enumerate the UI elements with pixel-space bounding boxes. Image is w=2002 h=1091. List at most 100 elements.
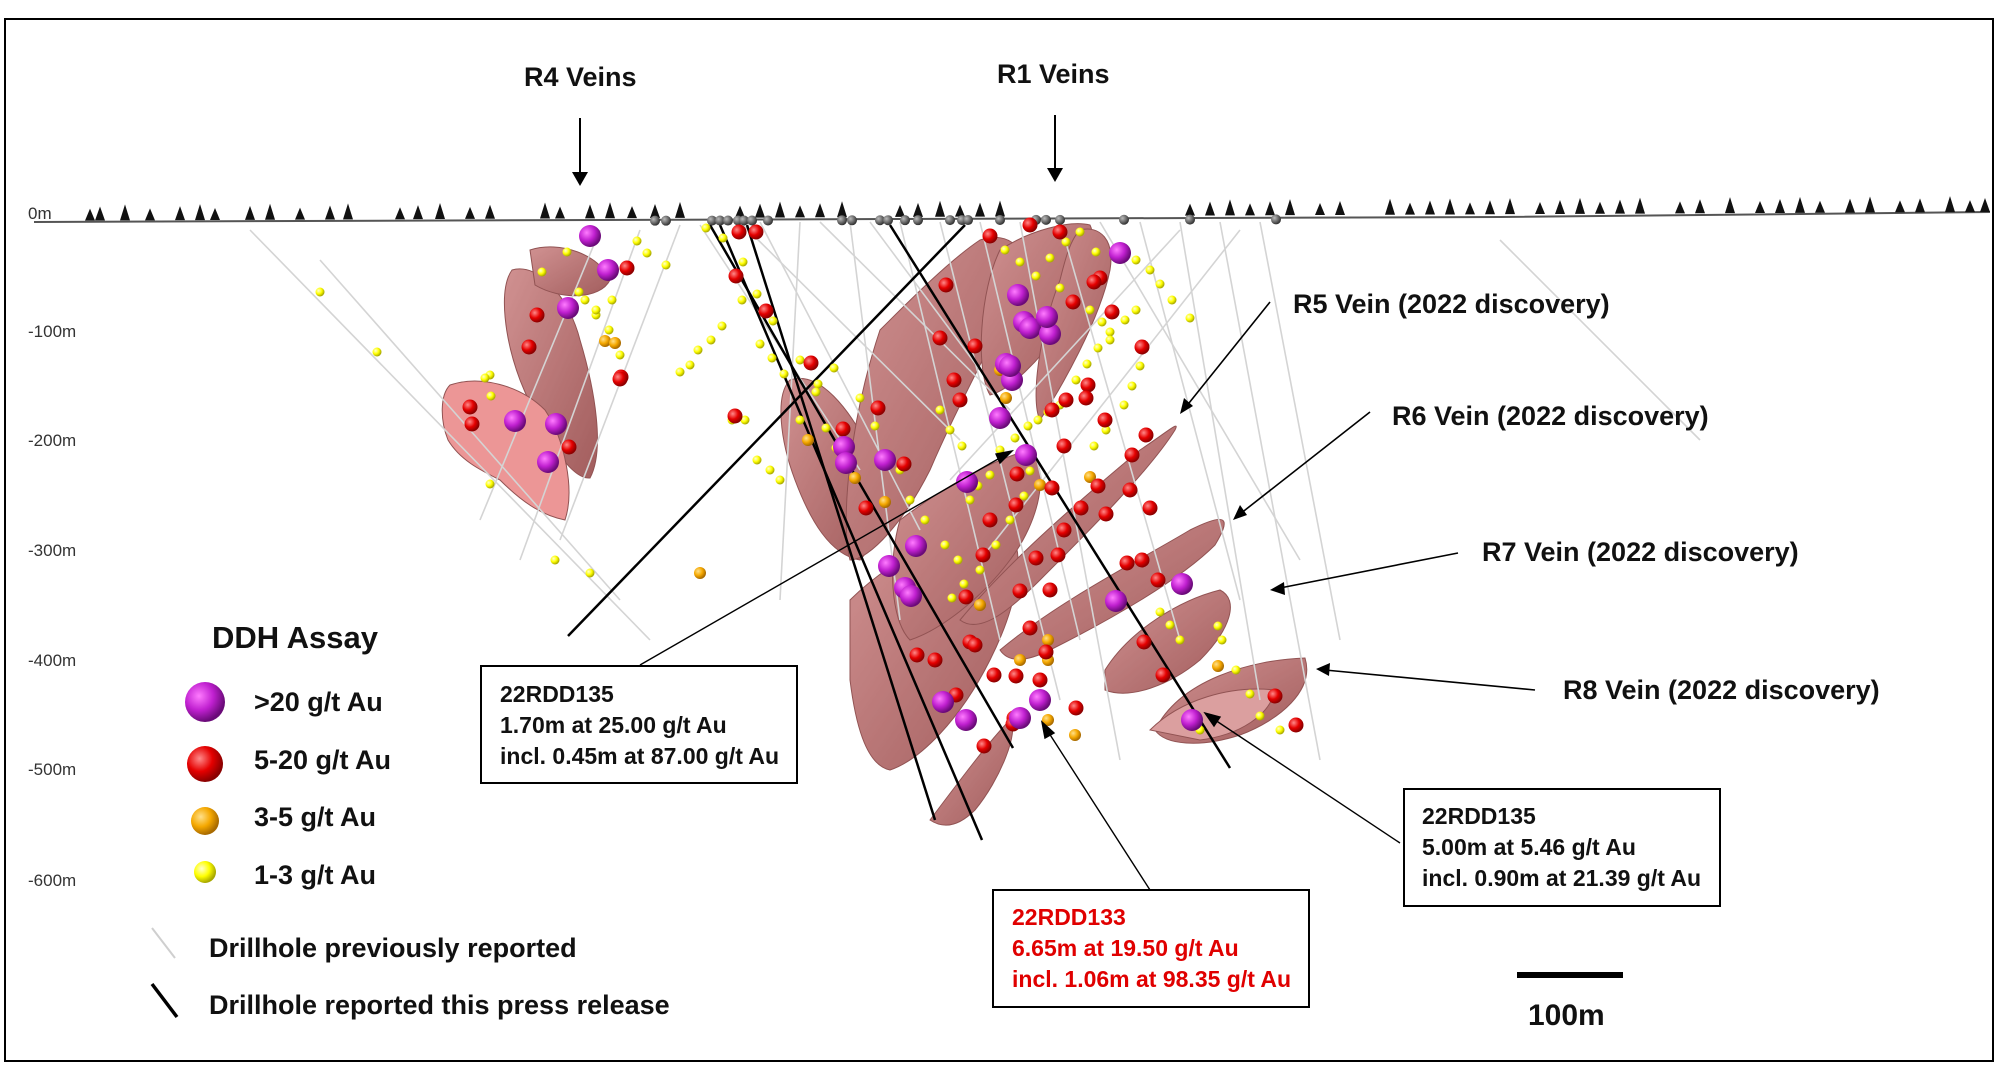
tree-icon (1815, 200, 1825, 213)
callout-hole: 22RDD135 (1422, 803, 1536, 829)
assay-1-3-sphere (985, 470, 995, 480)
drill-collar-icon (661, 215, 671, 226)
assay-5-20-sphere (1009, 466, 1025, 482)
tree-icon (975, 202, 985, 217)
callout-line1: 6.65m at 19.50 g/t Au (1012, 935, 1239, 961)
tree-icon (895, 204, 905, 217)
assay-1-3-sphere (1131, 305, 1141, 315)
assay-1-3-sphere (693, 345, 703, 355)
assay-1-3-sphere (1015, 257, 1025, 267)
drill-collar-icon (995, 214, 1005, 225)
vein-labels: R4 Veins R1 Veins R5 Vein (2022 discover… (524, 59, 1880, 705)
tree-icon (675, 201, 685, 218)
drillhole-previous (519, 229, 641, 561)
assay-gt20-sphere (1019, 317, 1041, 339)
assay-1-3-sphere (1000, 245, 1010, 255)
assay-gt20-sphere (597, 259, 619, 281)
drill-collar-icon (739, 215, 749, 226)
assay-1-3-sphere (1093, 343, 1103, 353)
assay-1-3-sphere (811, 387, 821, 397)
assay-5-20-sphere (986, 667, 1002, 683)
assay-1-3-sphere (1010, 433, 1020, 443)
assay-1-3-sphere (738, 257, 748, 267)
assay-3-5-sphere (849, 472, 861, 484)
tree-icon (1385, 198, 1395, 215)
tree-icon (343, 203, 353, 220)
assay-1-3-sphere (372, 347, 382, 357)
assay-gt20-sphere (537, 451, 559, 473)
assay-5-20-sphere (1078, 390, 1094, 406)
assay-1-3-sphere (1105, 335, 1115, 345)
tree-icon (465, 206, 475, 219)
tree-icon (85, 208, 95, 221)
tree-icon (735, 205, 745, 218)
drill-collar-icon (1041, 214, 1051, 225)
tree-icon (1575, 197, 1585, 214)
legend-new-hole-icon (150, 982, 179, 1019)
tree-icon (1615, 199, 1625, 214)
assay-1-3-sphere (1031, 271, 1041, 281)
tree-icon (1795, 196, 1805, 213)
assay-5-20-sphere (1097, 412, 1113, 428)
tree-icon (1595, 201, 1605, 214)
arrow-head-icon (995, 449, 1015, 465)
assay-1-3-sphere (1231, 665, 1241, 675)
assay-gt20-sphere (833, 436, 855, 458)
tree-icon (1505, 198, 1515, 215)
assay-1-3-sphere (829, 363, 839, 373)
tree-icon (795, 205, 805, 218)
assay-1-3-sphere (591, 305, 601, 315)
arrow-head-icon (1047, 168, 1063, 182)
tree-icon (1485, 200, 1495, 215)
tree-icon (837, 201, 847, 218)
tree-icon (815, 203, 825, 218)
vein-label-r4: R4 Veins (524, 62, 637, 92)
tree-icon (1725, 197, 1735, 214)
assay-gt20-sphere (932, 691, 954, 713)
drill-collars (650, 214, 1281, 226)
arrow-r5 (1184, 301, 1271, 409)
assay-gt20-sphere (504, 410, 526, 432)
assay-3-5-sphere (609, 337, 621, 349)
assay-5-20-sphere (870, 400, 886, 416)
leader-1 (639, 454, 1006, 666)
tree-icon (1405, 202, 1415, 215)
depth-label-200: -200m (28, 431, 76, 450)
legend: DDH Assay >20 g/t Au 5-20 g/t Au 3-5 g/t… (150, 620, 670, 1020)
assay-5-20-sphere (1058, 392, 1074, 408)
assay-3-5-sphere (1042, 634, 1054, 646)
drillhole-previous (1259, 221, 1341, 641)
assay-5-20-sphere (1022, 620, 1038, 636)
assay-5-20-sphere (727, 408, 743, 424)
drillhole-previous (479, 229, 601, 521)
assay-1-3-sphere (1213, 621, 1223, 631)
assay-5-20-sphere (1138, 427, 1154, 443)
drillhole-previous (249, 229, 651, 641)
legend-label-3-5: 3-5 g/t Au (254, 802, 376, 832)
assay-5-20-sphere (938, 277, 954, 293)
assay-5-20-sphere (1056, 522, 1072, 538)
assay-1-3-sphere (775, 475, 785, 485)
arrow-r8 (1324, 669, 1536, 691)
assay-5-20-sphere (1090, 478, 1106, 494)
drill-collar-icon (847, 215, 857, 226)
vein-label-r7: R7 Vein (2022 discovery) (1482, 537, 1799, 567)
drillhole-previous (759, 221, 921, 531)
tree-icon (175, 206, 185, 221)
tree-icon (210, 208, 220, 221)
assay-1-3-sphere (1105, 327, 1115, 337)
assay-1-3-sphere (675, 367, 685, 377)
assay-gt20-sphere (955, 709, 977, 731)
drillhole-previous (979, 221, 1081, 641)
assay-1-3-sphere (813, 379, 823, 389)
assay-5-20-sphere (1086, 274, 1102, 290)
assay-5-20-sphere (803, 355, 819, 371)
assay-1-3-sphere (965, 495, 975, 505)
assay-5-20-sphere (462, 399, 478, 415)
callout-22rdd133: 22RDD133 6.65m at 19.50 g/t Au incl. 1.0… (992, 889, 1310, 1008)
assay-1-3-sphere (537, 267, 547, 277)
assay-5-20-sphere (1122, 482, 1138, 498)
assay-3-5-sphere (1014, 654, 1026, 666)
assay-1-3-sphere (752, 289, 762, 299)
